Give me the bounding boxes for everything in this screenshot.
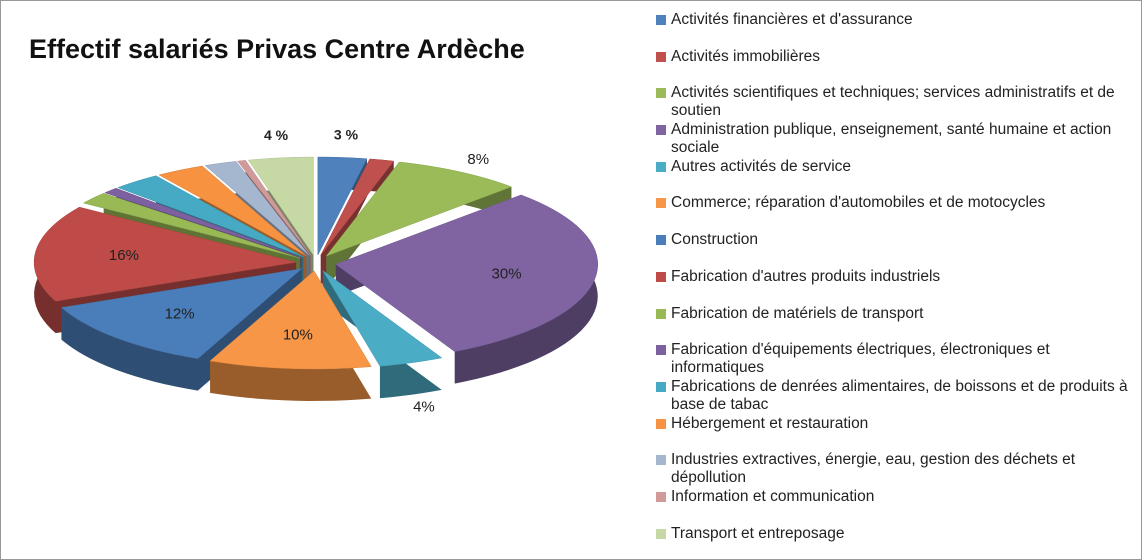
legend-swatch bbox=[656, 381, 666, 392]
legend-swatch bbox=[656, 198, 666, 209]
pie-slice bbox=[317, 156, 368, 256]
slice-side bbox=[320, 158, 394, 288]
legend-swatch bbox=[656, 528, 666, 539]
legend-item: Information et communication bbox=[653, 488, 1139, 525]
data-label: 12% bbox=[165, 305, 195, 322]
legend-label: Transport et entreposage bbox=[671, 524, 845, 542]
legend-swatch bbox=[656, 51, 666, 62]
legend-label: Activités immobilières bbox=[671, 47, 821, 65]
legend-item: Fabrications de denrées alimentaires, de… bbox=[653, 378, 1139, 415]
pie-slice bbox=[204, 161, 310, 256]
pie-slice bbox=[82, 193, 301, 259]
legend-label: Autres activités de service bbox=[671, 157, 852, 175]
data-label: 4% bbox=[413, 399, 435, 416]
legend-item: Construction bbox=[653, 231, 1139, 268]
legend-swatch bbox=[656, 308, 666, 319]
legend-swatch bbox=[656, 15, 666, 25]
data-label: 8% bbox=[467, 151, 489, 168]
legend-swatch bbox=[656, 271, 666, 282]
legend-label: Hébergement et restauration bbox=[671, 414, 869, 432]
pie-slice bbox=[158, 165, 307, 257]
pie-slice bbox=[325, 161, 513, 257]
legend-label: Fabrications de denrées alimentaires, de… bbox=[671, 377, 1128, 413]
legend-swatch bbox=[656, 345, 666, 356]
legend-item: Activités financières et d'assurance bbox=[653, 11, 1139, 48]
pie-slice bbox=[247, 156, 314, 256]
pie-slice bbox=[104, 187, 302, 258]
legend-label: Information et communication bbox=[671, 487, 875, 505]
legend-swatch bbox=[656, 455, 666, 466]
legend-item: Transport et entreposage bbox=[653, 524, 1139, 559]
legend-item: Industries extractives, énergie, eau, ge… bbox=[653, 451, 1139, 488]
legend-item: Activités scientifiques et techniques; s… bbox=[653, 84, 1139, 121]
legend-item: Fabrication d'autres produits industriel… bbox=[653, 268, 1139, 305]
data-label: 3 % bbox=[334, 127, 359, 143]
legend-item: Hébergement et restauration bbox=[653, 415, 1139, 452]
legend-label: Fabrication d'équipements électriques, é… bbox=[671, 341, 1050, 377]
legend-label: Industries extractives, énergie, eau, ge… bbox=[671, 451, 1076, 487]
legend-item: Fabrication de matériels de transport bbox=[653, 305, 1139, 342]
data-label: 16% bbox=[109, 247, 139, 264]
pie-slice bbox=[33, 206, 297, 302]
slice-side bbox=[61, 268, 302, 391]
legend-label: Commerce; réparation d'automobiles et de… bbox=[671, 194, 1046, 212]
legend-label: Administration publique, enseignement, s… bbox=[671, 121, 1112, 157]
pie-slice bbox=[209, 270, 372, 370]
pie-slice bbox=[237, 160, 311, 256]
legend-item: Activités immobilières bbox=[653, 48, 1139, 85]
legend-label: Fabrication de matériels de transport bbox=[671, 304, 924, 322]
legend-swatch bbox=[656, 161, 666, 172]
data-label: 10% bbox=[283, 326, 313, 343]
legend-item: Fabrication d'équipements électriques, é… bbox=[653, 341, 1139, 378]
legend-label: Construction bbox=[671, 231, 759, 249]
pie-slice bbox=[335, 194, 598, 352]
legend-swatch bbox=[656, 88, 666, 99]
legend-swatch bbox=[656, 491, 666, 502]
chart-title: Effectif salariés Privas Centre Ardèche bbox=[29, 34, 525, 64]
legend-item: Administration publique, enseignement, s… bbox=[653, 121, 1139, 158]
legend-swatch bbox=[656, 125, 666, 136]
data-label: 4 % bbox=[264, 127, 289, 143]
legend-label: Activités financières et d'assurance bbox=[671, 11, 913, 28]
legend-label: Activités scientifiques et techniques; s… bbox=[671, 84, 1115, 120]
legend-item: Commerce; réparation d'automobiles et de… bbox=[653, 194, 1139, 231]
data-label: 30% bbox=[492, 265, 522, 282]
pie-slice bbox=[320, 158, 395, 256]
legend-swatch bbox=[656, 235, 666, 246]
legend: Activités financières et d'assurance Acti… bbox=[653, 11, 1139, 559]
legend-label: Fabrication d'autres produits industriel… bbox=[671, 267, 941, 285]
pie-slice bbox=[322, 270, 443, 367]
pie-slice bbox=[60, 268, 303, 359]
legend-swatch bbox=[656, 418, 666, 429]
pie-slice bbox=[117, 175, 304, 258]
legend-item: Autres activités de service bbox=[653, 158, 1139, 195]
